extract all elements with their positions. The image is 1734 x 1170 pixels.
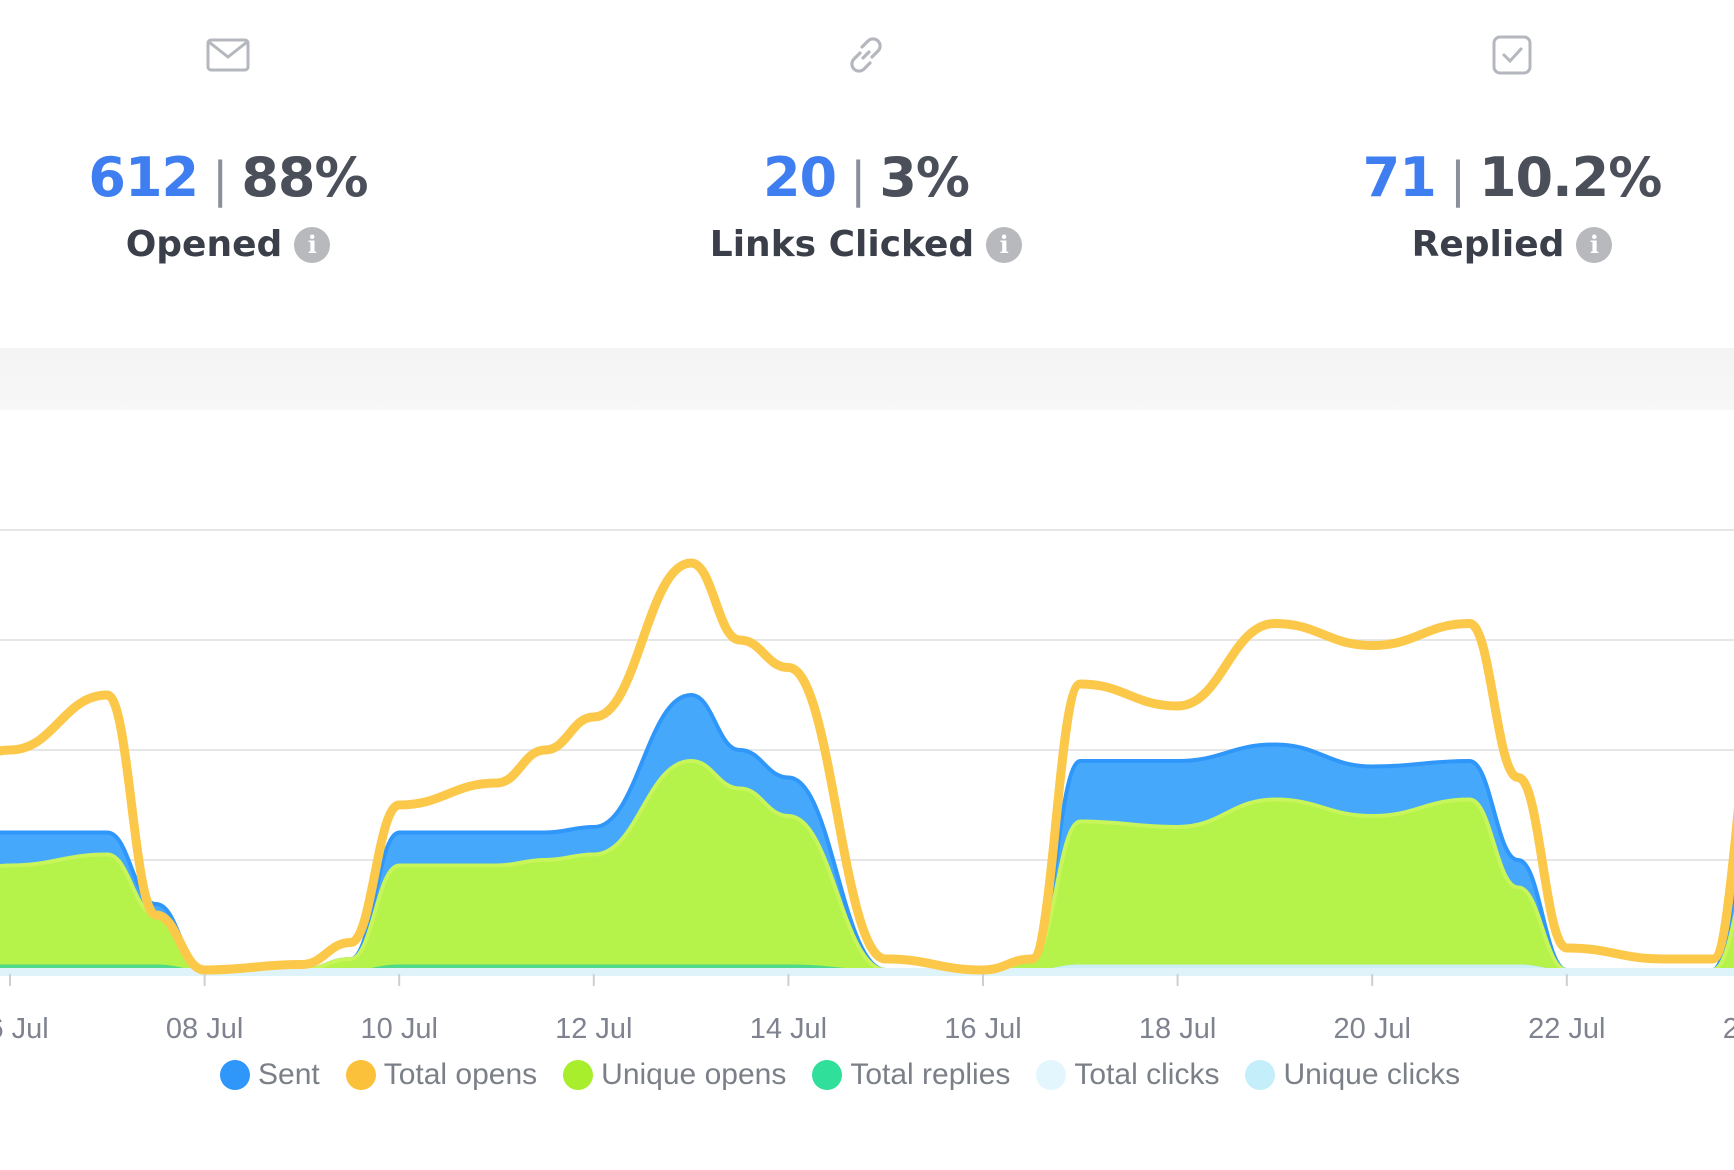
- legend-swatch: [812, 1060, 843, 1090]
- legend-label: Unique clicks: [1283, 1058, 1461, 1091]
- legend-label: Unique opens: [601, 1058, 787, 1091]
- info-icon[interactable]: i: [294, 226, 331, 263]
- x-tick-label: 24 Jul: [1723, 1013, 1734, 1040]
- stat-opened: 612 | 88% Opened i: [0, 20, 478, 265]
- opened-label: Opened: [125, 224, 283, 265]
- links-clicked-percent: 3%: [879, 146, 970, 209]
- legend-label: Sent: [258, 1058, 320, 1091]
- x-tick-label: 12 Jul: [555, 1013, 632, 1040]
- opened-percent: 88%: [241, 146, 368, 209]
- x-tick-label: 08 Jul: [166, 1013, 243, 1040]
- link-icon: [616, 20, 1116, 90]
- legend-swatch: [1245, 1060, 1276, 1090]
- replied-label: Replied: [1411, 224, 1565, 265]
- info-icon[interactable]: i: [986, 226, 1023, 263]
- x-tick-label: 20 Jul: [1334, 1013, 1411, 1040]
- section-divider-band: [0, 348, 1734, 410]
- legend-label: Total clicks: [1074, 1058, 1220, 1091]
- legend-item-sent[interactable]: Sent: [220, 1058, 320, 1092]
- x-tick-label: 18 Jul: [1139, 1013, 1216, 1040]
- series-total-opens-line: [0, 558, 1734, 975]
- x-tick-label: 14 Jul: [750, 1013, 827, 1040]
- x-tick-label: 06 Jul: [0, 1013, 49, 1040]
- checkbox-icon: [1262, 20, 1734, 90]
- legend-item-total-replies[interactable]: Total replies: [812, 1058, 1010, 1092]
- info-icon[interactable]: i: [1576, 226, 1613, 263]
- legend-swatch: [563, 1060, 594, 1090]
- replied-count: 71: [1362, 146, 1437, 209]
- legend-item-unique-opens[interactable]: Unique opens: [563, 1058, 786, 1092]
- stat-replied: 71 | 10.2% Replied i: [1262, 20, 1734, 265]
- legend-item-unique-clicks[interactable]: Unique clicks: [1245, 1058, 1460, 1092]
- separator: |: [1449, 152, 1466, 208]
- chart-legend: Sent Total opens Unique opens Total repl…: [220, 1058, 1460, 1092]
- baseline-strip: [0, 968, 1734, 976]
- legend-label: Total opens: [383, 1058, 538, 1091]
- replied-percent: 10.2%: [1478, 146, 1662, 209]
- legend-label: Total replies: [850, 1058, 1011, 1091]
- x-tick-label: 16 Jul: [944, 1013, 1021, 1040]
- activity-chart: 06 Jul 08 Jul 10 Jul 12 Jul 14 Jul 16 Jul 18 J…: [0, 529, 1734, 1040]
- legend-item-total-clicks[interactable]: Total clicks: [1036, 1058, 1219, 1092]
- legend-swatch: [1036, 1060, 1067, 1090]
- opened-count: 612: [88, 146, 199, 209]
- separator: |: [850, 152, 866, 208]
- x-tick-label: 10 Jul: [361, 1013, 438, 1040]
- legend-swatch: [345, 1060, 376, 1090]
- legend-item-total-opens[interactable]: Total opens: [345, 1058, 538, 1092]
- stat-links-clicked: 20 | 3% Links Clicked i: [616, 20, 1116, 265]
- separator: |: [212, 152, 228, 208]
- x-tick-label: 22 Jul: [1528, 1013, 1605, 1040]
- envelope-icon: [0, 20, 478, 90]
- links-clicked-label: Links Clicked: [709, 224, 975, 265]
- legend-swatch: [220, 1060, 250, 1090]
- links-clicked-count: 20: [762, 146, 837, 209]
